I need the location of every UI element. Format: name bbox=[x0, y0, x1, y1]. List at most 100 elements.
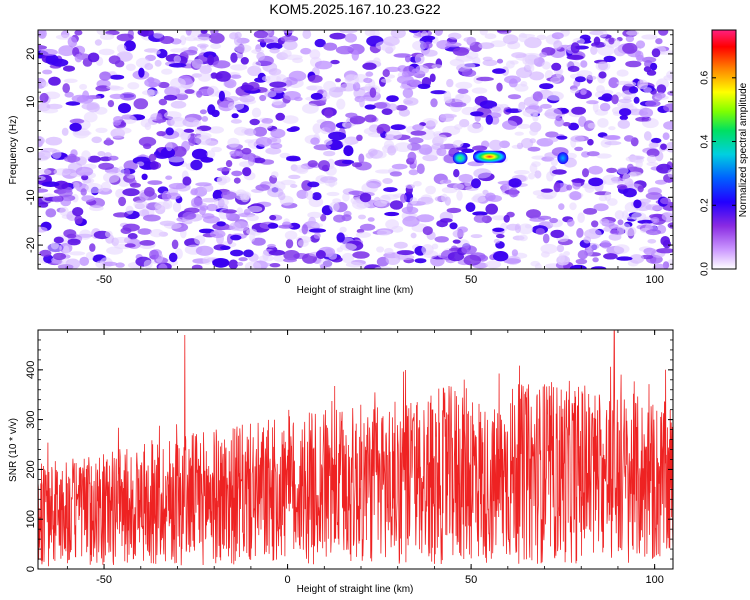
heatmap-noise-blob bbox=[609, 229, 620, 235]
heatmap-noise-blob bbox=[367, 217, 375, 222]
heatmap-noise-blob bbox=[373, 196, 381, 206]
snr-y-tick-label: 0 bbox=[25, 566, 37, 572]
heatmap-noise-blob bbox=[465, 202, 476, 213]
heatmap-noise-blob bbox=[406, 202, 413, 213]
heatmap-noise-blob bbox=[208, 32, 225, 44]
heatmap-noise-blob bbox=[555, 69, 563, 78]
heatmap-noise-blob bbox=[616, 184, 628, 190]
heatmap-noise-blob bbox=[164, 86, 181, 97]
heatmap-noise-blob bbox=[444, 196, 451, 206]
heatmap-noise-blob bbox=[52, 252, 67, 261]
heatmap-noise-blob bbox=[641, 34, 658, 40]
heatmap-noise-blob bbox=[59, 206, 69, 216]
heatmap-noise-blob bbox=[542, 233, 550, 244]
heatmap-noise-blob bbox=[89, 205, 104, 212]
heatmap-noise-blob bbox=[314, 38, 326, 48]
heatmap-noise-blob bbox=[566, 184, 573, 191]
heatmap-noise-blob bbox=[472, 145, 488, 151]
heatmap-noise-blob bbox=[328, 131, 347, 141]
heatmap-noise-blob bbox=[318, 160, 330, 171]
heatmap-noise-blob bbox=[618, 98, 632, 103]
heatmap-noise-blob bbox=[211, 146, 222, 153]
heatmap-noise-blob bbox=[412, 40, 427, 51]
heatmap-noise-blob bbox=[58, 189, 73, 198]
heatmap-noise-blob bbox=[382, 178, 393, 184]
heatmap-noise-blob bbox=[485, 114, 493, 125]
heatmap-noise-blob bbox=[324, 108, 334, 119]
heatmap-noise-blob bbox=[492, 227, 505, 232]
heatmap-noise-blob bbox=[611, 94, 619, 105]
heatmap-noise-blob bbox=[571, 106, 586, 115]
heatmap-noise-blob bbox=[417, 196, 434, 205]
heatmap-noise-blob bbox=[485, 192, 496, 202]
colorbar-tick-label: 0.4 bbox=[700, 134, 711, 148]
snr-y-tick-label: 400 bbox=[25, 361, 37, 379]
heatmap-noise-blob bbox=[422, 118, 438, 127]
heatmap-noise-blob bbox=[577, 212, 585, 223]
heatmap-noise-blob bbox=[622, 173, 630, 184]
heatmap-noise-blob bbox=[396, 250, 415, 256]
heatmap-noise-blob bbox=[330, 59, 340, 65]
heatmap-noise-blob bbox=[621, 223, 631, 231]
heatmap-noise-blob bbox=[105, 230, 113, 238]
heatmap-noise-blob bbox=[278, 224, 294, 229]
heatmap-noise-blob bbox=[65, 258, 81, 269]
heatmap-noise-blob bbox=[185, 30, 192, 36]
heatmap-y-axis: -20 -10 0 10 20 bbox=[25, 34, 673, 265]
heatmap-noise-blob bbox=[586, 151, 600, 157]
heatmap-noise-blob bbox=[259, 94, 267, 102]
heatmap-noise-blob bbox=[441, 186, 458, 194]
heatmap-noise-blob bbox=[385, 130, 403, 140]
heatmap-noise-blob bbox=[551, 62, 562, 71]
heatmap-noise-blob bbox=[280, 35, 299, 43]
heatmap-noise-blob bbox=[282, 30, 294, 34]
heatmap-noise-blob bbox=[63, 78, 78, 84]
heatmap-noise-blob bbox=[182, 211, 197, 220]
heatmap-noise-blob bbox=[256, 52, 266, 61]
heatmap-noise-blob bbox=[556, 244, 565, 253]
heatmap-noise-blob bbox=[558, 253, 565, 264]
heatmap-noise-blob bbox=[569, 202, 577, 211]
heatmap-noise-blob bbox=[591, 220, 599, 228]
heatmap-noise-blob bbox=[409, 197, 418, 205]
heatmap-noise-blob bbox=[62, 168, 71, 174]
heatmap-noise-blob bbox=[646, 148, 660, 157]
heatmap-noise-blob bbox=[602, 135, 621, 140]
heatmap-noise-blob bbox=[623, 135, 635, 142]
heatmap-noise-blob bbox=[434, 30, 443, 36]
heatmap-noise-blob bbox=[652, 263, 666, 269]
heatmap-noise-blob bbox=[608, 37, 615, 45]
heatmap-noise-blob bbox=[218, 90, 225, 102]
heatmap-noise-blob bbox=[307, 211, 322, 219]
heatmap-noise-blob bbox=[540, 188, 554, 193]
heatmap-noise-blob bbox=[416, 214, 435, 223]
heatmap-noise-blob bbox=[355, 231, 371, 238]
heatmap-noise-blob bbox=[230, 74, 242, 79]
heatmap-noise-blob bbox=[192, 119, 202, 128]
heatmap-noise-blob bbox=[165, 141, 173, 152]
heatmap-noise-blob bbox=[244, 128, 257, 136]
heatmap-noise-blob bbox=[341, 137, 352, 148]
heatmap-noise-blob bbox=[577, 250, 588, 260]
heatmap-noise-blob bbox=[86, 102, 100, 113]
heatmap-noise-blob bbox=[558, 203, 565, 211]
heatmap-noise-blob bbox=[505, 60, 515, 69]
heatmap-noise-blob bbox=[574, 146, 584, 152]
heatmap-noise-blob bbox=[109, 74, 125, 80]
heatmap-noise-blob bbox=[351, 162, 363, 168]
heatmap-noise-blob bbox=[196, 43, 209, 48]
heatmap-noise-blob bbox=[339, 30, 358, 34]
heatmap-noise-blob bbox=[143, 259, 153, 269]
heatmap-noise-blob bbox=[246, 214, 259, 222]
heatmap-noise-blob bbox=[518, 223, 534, 235]
heatmap-noise-blob bbox=[272, 99, 283, 106]
heatmap-noise-blob bbox=[252, 157, 266, 164]
heatmap-noise-blob bbox=[253, 126, 267, 137]
heatmap-noise-blob bbox=[358, 96, 365, 108]
heatmap-noise-blob bbox=[503, 258, 521, 264]
heatmap-noise-blob bbox=[661, 213, 673, 221]
heatmap-noise-blob bbox=[283, 40, 298, 51]
heatmap-noise-blob bbox=[233, 177, 241, 184]
heatmap-noise-blob bbox=[626, 30, 640, 36]
heatmap-noise-blob bbox=[268, 68, 282, 76]
